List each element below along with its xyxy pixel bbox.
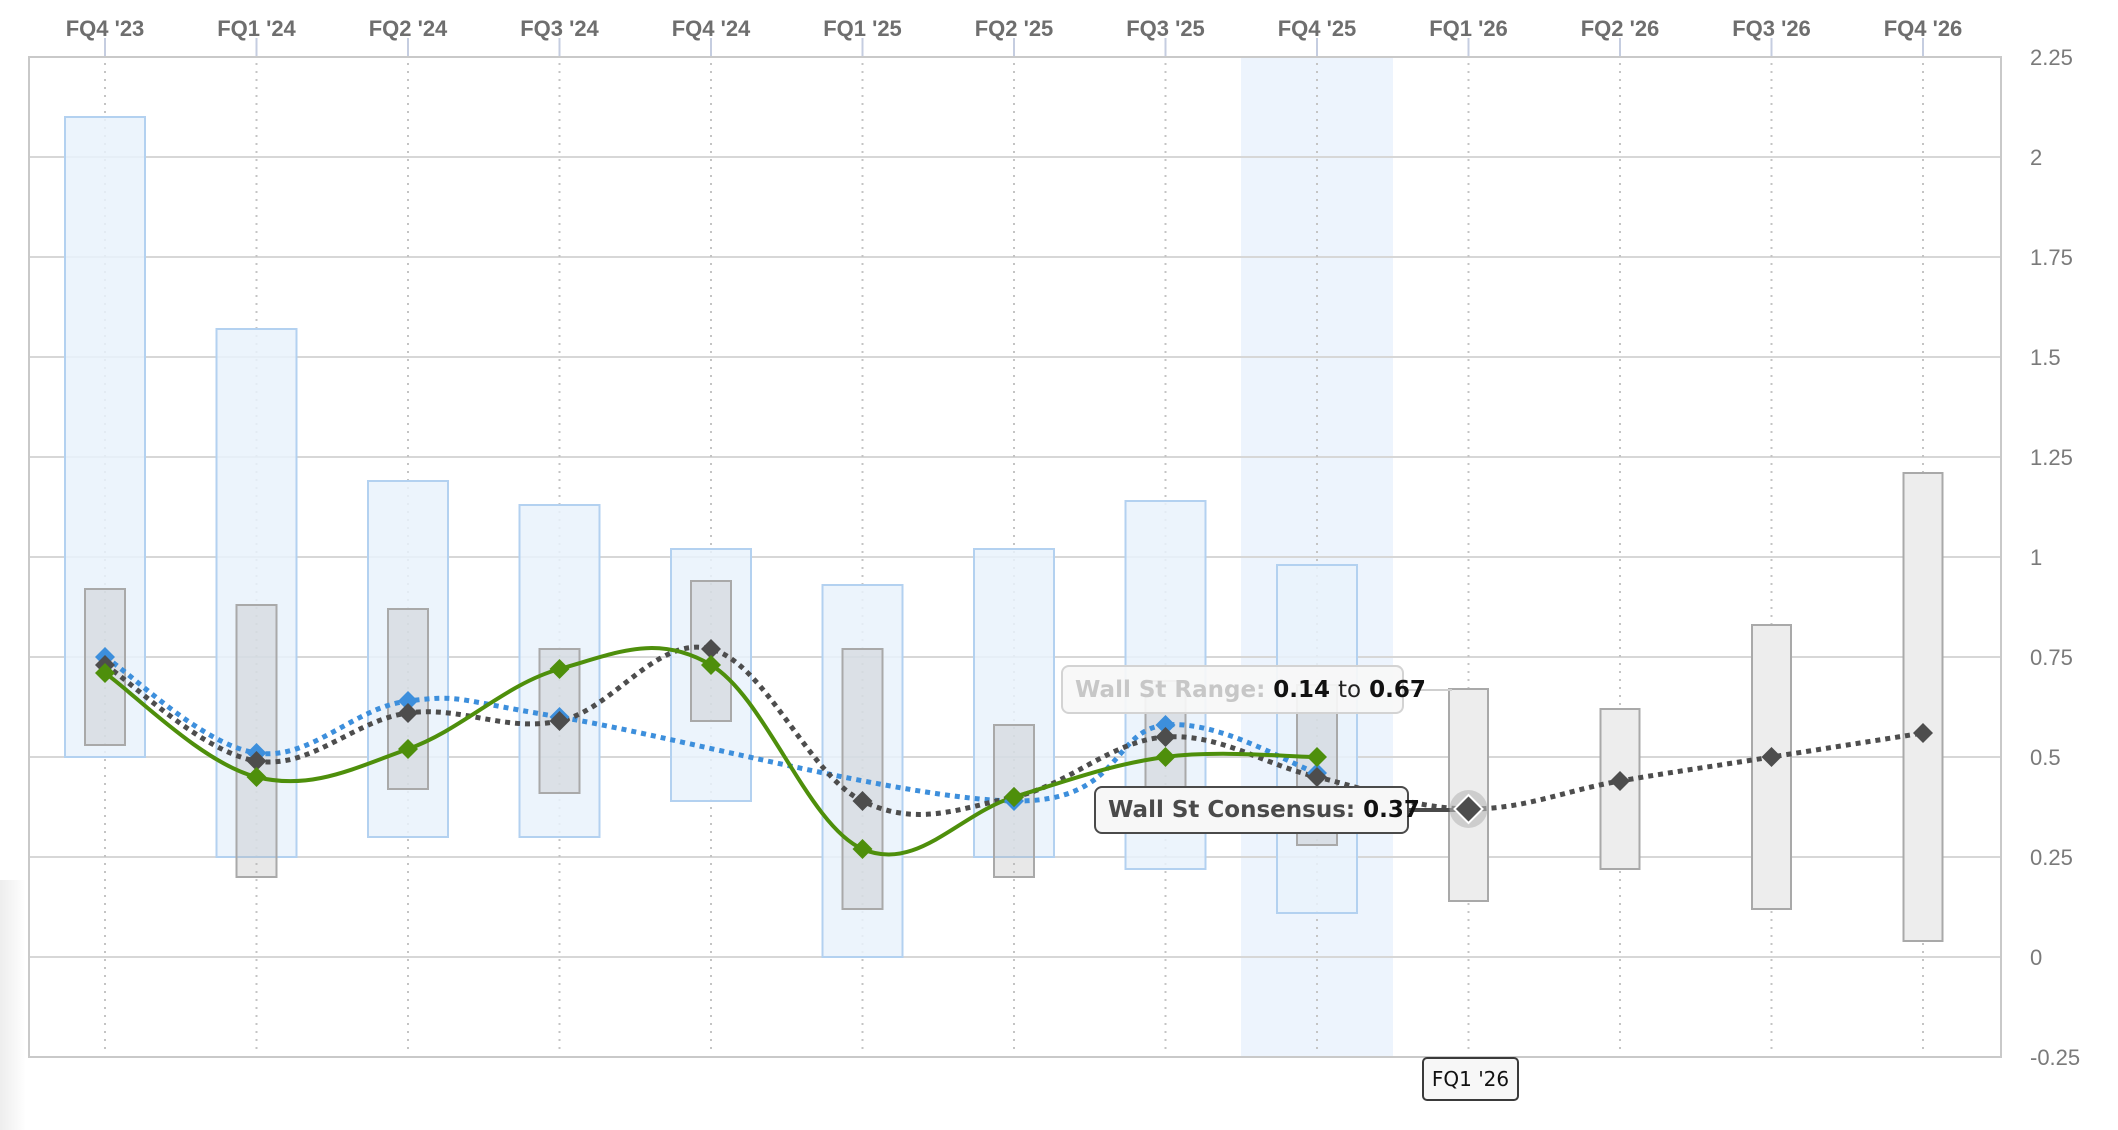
x-axis-label: FQ2 '25: [975, 16, 1054, 41]
outer-range-box[interactable]: [367, 480, 449, 838]
range-high-value: 0.67: [1369, 676, 1426, 703]
wall-st-consensus-marker[interactable]: [1761, 747, 1782, 767]
wall-st-consensus-marker[interactable]: [852, 791, 873, 811]
y-axis-label: 2: [2030, 145, 2042, 170]
estimate-blue--marker[interactable]: [1155, 715, 1176, 735]
y-axis-label: 1.75: [2030, 245, 2073, 270]
y-axis-label: 1.5: [2030, 345, 2061, 370]
x-axis-labels: FQ4 '23 FQ1 '24 FQ2 '24 FQ3 '24 FQ4 '24 FQ1 '…: [66, 16, 1963, 41]
x-axis-label: FQ1 '24: [217, 16, 296, 41]
x-axis-label: FQ4 '26: [1884, 16, 1963, 41]
y-axis-label: 0.25: [2030, 845, 2073, 870]
range-separator: to: [1338, 676, 1362, 703]
estimate-blue--line: [103, 654, 1318, 804]
consensus-value: 0.37: [1363, 797, 1420, 823]
estimate-blue--marker[interactable]: [398, 691, 418, 711]
y-axis-label: -0.25: [2030, 1045, 2080, 1070]
x-axis-label: FQ1 '25: [823, 16, 902, 41]
wall-st-range-box[interactable]: [235, 604, 278, 878]
outer-range-box[interactable]: [821, 584, 904, 958]
range-low-value: 0.14: [1273, 676, 1331, 703]
consensus-label: Wall St Consensus:: [1108, 797, 1356, 823]
wall-st-consensus-marker[interactable]: [1913, 723, 1933, 743]
y-axis-label: 0.75: [2030, 645, 2073, 670]
actual-marker[interactable]: [549, 659, 570, 679]
x-axis-label: FQ2 '24: [369, 16, 448, 41]
y-axis-label: 0.5: [2030, 745, 2061, 770]
wall-st-range-box[interactable]: [1902, 472, 1944, 942]
x-axis-label: FQ4 '23: [66, 16, 145, 41]
actual-marker[interactable]: [1307, 747, 1327, 767]
y-axis-label: 1: [2030, 545, 2042, 570]
wall-st-consensus-marker[interactable]: [1610, 771, 1630, 791]
hover-marker: [1404, 689, 1488, 828]
actual-marker[interactable]: [701, 655, 721, 675]
x-axis-tooltip: FQ1 '26: [1422, 1057, 1519, 1101]
plot-border: [28, 56, 2002, 1058]
actual-marker[interactable]: [852, 839, 873, 859]
wall-st-consensus-tooltip: Wall St Consensus: 0.37: [1094, 786, 1420, 834]
wall-st-consensus-marker[interactable]: [398, 703, 418, 723]
y-axis-label: 1.25: [2030, 445, 2073, 470]
page-edge-shadow: [0, 880, 26, 1130]
x-axis-label: FQ4 '25: [1278, 16, 1357, 41]
actual-marker[interactable]: [1004, 787, 1024, 807]
x-axis-label: FQ1 '26: [1429, 16, 1508, 41]
hovered-consensus-marker[interactable]: [1453, 793, 1484, 825]
actual-marker[interactable]: [1155, 747, 1176, 767]
x-axis-label: FQ2 '26: [1581, 16, 1660, 41]
wall-st-consensus-marker[interactable]: [1307, 767, 1327, 787]
wall-st-range-tooltip: Wall St Range: 0.14 to 0.67: [1061, 665, 1426, 714]
series-markers[interactable]: [95, 639, 1933, 859]
x-axis-label: FQ3 '25: [1126, 16, 1205, 41]
range-label: Wall St Range:: [1075, 676, 1266, 703]
y-axis-labels: 2.25 2 1.75 1.5 1.25 1 0.75 0.5 0.25 0 -0.25: [2030, 45, 2080, 1070]
outer-range-box[interactable]: [215, 328, 298, 858]
wall-st-consensus-marker[interactable]: [246, 751, 267, 771]
y-axis-label: 0: [2030, 945, 2042, 970]
outer-range-box[interactable]: [1276, 564, 1358, 914]
actual-marker[interactable]: [398, 739, 418, 759]
wall-st-consensus-marker[interactable]: [1155, 727, 1176, 747]
x-axis-label: FQ3 '26: [1732, 16, 1811, 41]
actual-marker[interactable]: [246, 767, 267, 787]
plot-frame: [28, 56, 2002, 1058]
category-dotted-lines: [104, 38, 1924, 1051]
y-axis-label: 2.25: [2030, 45, 2073, 70]
actual-marker[interactable]: [95, 663, 115, 683]
x-axis-label: FQ4 '24: [672, 16, 751, 41]
x-axis-label: FQ3 '24: [520, 16, 599, 41]
wall-st-consensus-marker[interactable]: [701, 639, 721, 659]
wall-st-consensus-marker[interactable]: [549, 711, 570, 731]
